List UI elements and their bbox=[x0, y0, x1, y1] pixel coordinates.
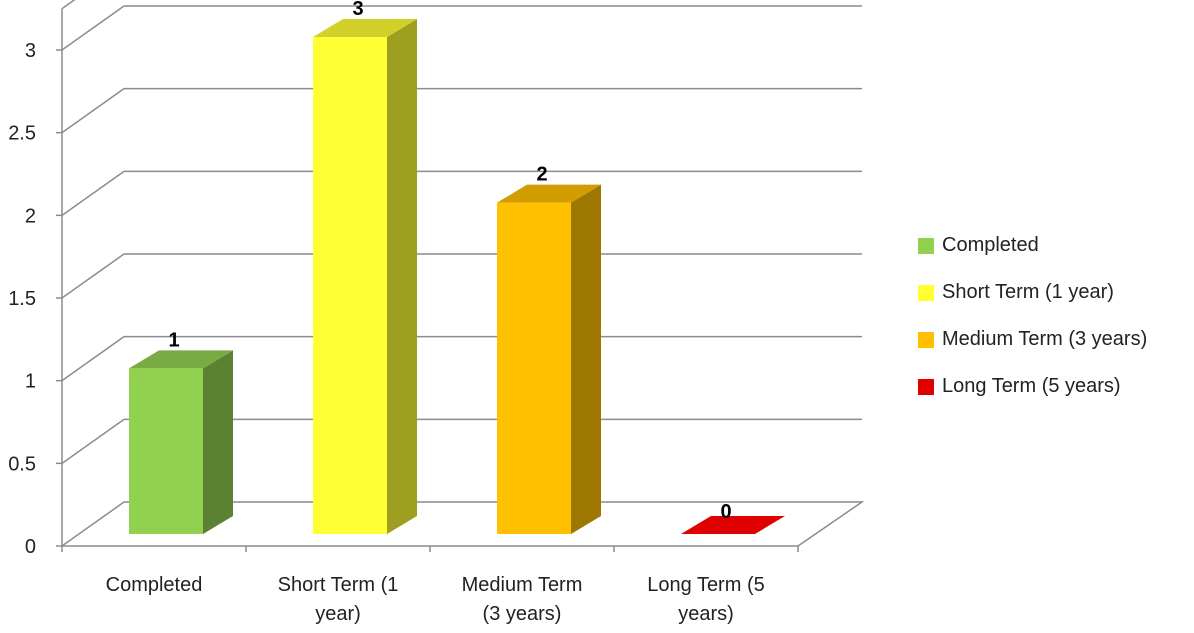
legend-swatch bbox=[918, 331, 934, 348]
legend-label: Medium Term (3 years) bbox=[942, 328, 1148, 350]
legend-swatch bbox=[918, 237, 934, 254]
legend: Completed Short Term (1 year) Medium Ter… bbox=[918, 222, 1147, 410]
bar-top bbox=[497, 184, 601, 203]
y-tick-label: 2 bbox=[25, 205, 36, 227]
bar-front bbox=[129, 368, 203, 534]
bar-1 bbox=[129, 350, 233, 534]
y-tick-label: 1 bbox=[25, 371, 36, 393]
x-tick-label: Short Term (1 bbox=[278, 574, 399, 596]
bar-3 bbox=[497, 184, 601, 534]
gridline-diagonal bbox=[61, 253, 125, 299]
legend-item-completed: Completed bbox=[918, 222, 1147, 269]
bar-4 bbox=[681, 516, 785, 534]
gridline-diagonal bbox=[61, 336, 125, 382]
legend-swatch bbox=[918, 284, 934, 301]
data-label: 3 bbox=[352, 0, 363, 20]
bar-top bbox=[313, 19, 417, 37]
legend-swatch bbox=[918, 378, 934, 395]
bar-side bbox=[203, 350, 233, 534]
gridline-diagonal bbox=[61, 5, 125, 51]
legend-label: Long Term (5 years) bbox=[942, 375, 1121, 397]
bars bbox=[129, 19, 785, 534]
x-tick-label: (3 years) bbox=[483, 603, 562, 625]
bar-top bbox=[129, 350, 233, 369]
data-labels: 1 3 2 0 bbox=[168, 0, 731, 523]
x-tick-label: year) bbox=[315, 603, 361, 625]
data-label: 1 bbox=[168, 329, 179, 351]
bar-side bbox=[387, 19, 417, 534]
y-tick-label: 3 bbox=[25, 40, 36, 62]
data-label: 2 bbox=[536, 164, 547, 186]
gridlines bbox=[61, 0, 865, 547]
gridline-diagonal bbox=[61, 170, 125, 216]
legend-item-long-term: Long Term (5 years) bbox=[918, 363, 1147, 410]
data-label: 0 bbox=[720, 501, 731, 523]
legend-item-medium-term: Medium Term (3 years) bbox=[918, 316, 1147, 363]
legend-item-short-term: Short Term (1 year) bbox=[918, 269, 1147, 316]
y-tick-label: 2.5 bbox=[8, 123, 36, 145]
gridline-diagonal bbox=[61, 88, 125, 134]
bar-front bbox=[497, 202, 571, 534]
axes: 0 0.5 1 1.5 2 2.5 3 Completed Short Term (1 year)… bbox=[8, 8, 799, 625]
bar-top bbox=[681, 516, 785, 534]
x-tick-label: Medium Term bbox=[462, 574, 583, 596]
y-tick-label: 0 bbox=[25, 536, 36, 558]
legend-label: Completed bbox=[942, 234, 1039, 256]
legend-label: Short Term (1 year) bbox=[942, 281, 1114, 303]
bar-front bbox=[313, 37, 387, 534]
x-tick-label: Completed bbox=[106, 574, 203, 596]
y-tick-label: 1.5 bbox=[8, 288, 36, 310]
bar-2 bbox=[313, 19, 417, 534]
y-tick-label: 0.5 bbox=[8, 453, 36, 475]
gridline-diagonal bbox=[61, 0, 76, 10]
x-tick-label: Long Term (5 bbox=[647, 574, 764, 596]
x-tick-label: years) bbox=[678, 603, 734, 625]
floor bbox=[61, 501, 865, 547]
bar-side bbox=[571, 184, 601, 534]
gridline-diagonal bbox=[61, 418, 125, 464]
